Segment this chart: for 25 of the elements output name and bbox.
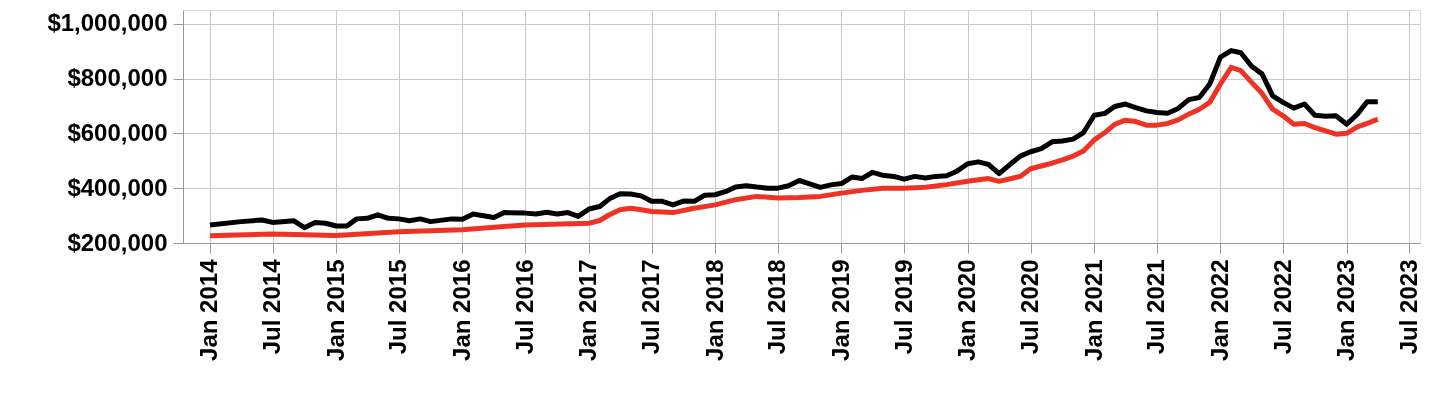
- y-tick-label: $400,000: [67, 173, 168, 201]
- x-tick-label: Jan 2021: [1079, 259, 1107, 361]
- x-tick-label: Jan 2017: [574, 259, 602, 361]
- x-tick-label: Jul 2014: [258, 258, 286, 355]
- x-tick-label: Jul 2015: [384, 259, 412, 355]
- x-tick-label: Jan 2019: [826, 259, 854, 361]
- x-tick-label: Jan 2016: [447, 259, 475, 361]
- x-tick-label: Jul 2022: [1268, 259, 1296, 355]
- x-tick-label: Jan 2023: [1332, 259, 1360, 361]
- x-tick-label: Jan 2020: [953, 259, 981, 361]
- x-tick-label: Jan 2014: [195, 258, 223, 361]
- x-tick-label: Jul 2020: [1016, 259, 1044, 355]
- x-tick-label: Jul 2017: [637, 259, 665, 355]
- y-tick-label: $1,000,000: [47, 9, 168, 37]
- x-tick-label: Jul 2018: [763, 259, 791, 355]
- x-tick-label: Jul 2023: [1394, 259, 1422, 355]
- x-tick-label: Jul 2021: [1142, 259, 1170, 355]
- y-tick-label: $800,000: [67, 64, 168, 92]
- x-tick-label: Jul 2019: [889, 259, 917, 355]
- x-tick-label: Jul 2016: [510, 259, 538, 355]
- x-tick-label: Jan 2018: [700, 259, 728, 361]
- y-tick-label: $600,000: [67, 118, 168, 146]
- x-tick-label: Jan 2015: [321, 259, 349, 361]
- x-tick-label: Jan 2022: [1205, 259, 1233, 361]
- y-tick-label: $200,000: [67, 228, 168, 256]
